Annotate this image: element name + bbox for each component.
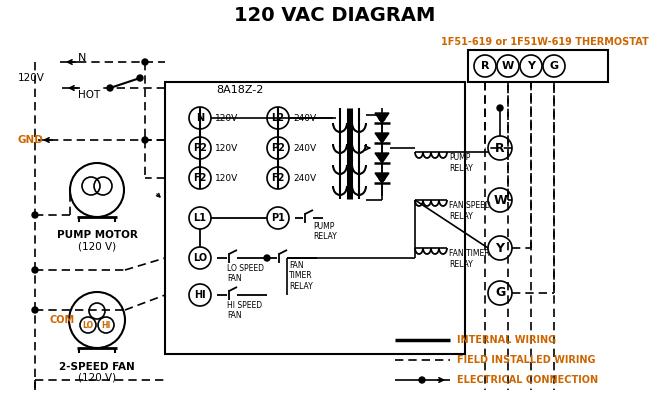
Text: FAN SPEED
RELAY: FAN SPEED RELAY xyxy=(449,201,490,221)
Text: (120 V): (120 V) xyxy=(78,241,116,251)
Text: 8A18Z-2: 8A18Z-2 xyxy=(216,85,264,95)
Text: 1F51-619 or 1F51W-619 THERMOSTAT: 1F51-619 or 1F51W-619 THERMOSTAT xyxy=(441,37,649,47)
Circle shape xyxy=(142,59,148,65)
Text: PUMP MOTOR: PUMP MOTOR xyxy=(56,230,137,240)
Text: LO: LO xyxy=(82,321,94,329)
Circle shape xyxy=(264,255,270,261)
Text: 240V: 240V xyxy=(293,173,316,183)
Text: FAN TIMER
RELAY: FAN TIMER RELAY xyxy=(449,249,490,269)
Text: FAN
TIMER
RELAY: FAN TIMER RELAY xyxy=(289,261,313,291)
Circle shape xyxy=(142,137,148,143)
Text: Y: Y xyxy=(527,61,535,71)
Text: HI SPEED
FAN: HI SPEED FAN xyxy=(227,301,262,321)
Text: W: W xyxy=(493,194,507,207)
Circle shape xyxy=(32,307,38,313)
Text: HOT: HOT xyxy=(78,90,100,100)
Text: HI: HI xyxy=(194,290,206,300)
Text: HI: HI xyxy=(101,321,111,329)
Text: G: G xyxy=(549,61,559,71)
Text: 120V: 120V xyxy=(215,114,239,122)
Text: P1: P1 xyxy=(271,213,285,223)
Circle shape xyxy=(419,377,425,383)
Text: F2: F2 xyxy=(271,173,285,183)
Text: 120V: 120V xyxy=(18,73,45,83)
Circle shape xyxy=(379,175,385,181)
Text: N: N xyxy=(78,53,86,63)
Text: PUMP
RELAY: PUMP RELAY xyxy=(449,153,473,173)
Text: (120 V): (120 V) xyxy=(78,373,116,383)
Circle shape xyxy=(137,75,143,81)
Text: R: R xyxy=(495,142,505,155)
Text: G: G xyxy=(495,287,505,300)
Polygon shape xyxy=(375,173,389,183)
Polygon shape xyxy=(375,153,389,163)
Text: PUMP
RELAY: PUMP RELAY xyxy=(313,222,337,241)
Text: LO SPEED
FAN: LO SPEED FAN xyxy=(227,264,264,283)
Circle shape xyxy=(107,85,113,91)
Text: LO: LO xyxy=(193,253,207,263)
Text: Y: Y xyxy=(496,241,505,254)
Circle shape xyxy=(32,267,38,273)
Text: N: N xyxy=(196,113,204,123)
Bar xyxy=(165,82,465,354)
Polygon shape xyxy=(375,133,389,143)
Circle shape xyxy=(497,105,503,111)
Text: P2: P2 xyxy=(193,143,207,153)
Text: 240V: 240V xyxy=(293,143,316,153)
Text: W: W xyxy=(502,61,514,71)
Circle shape xyxy=(32,212,38,218)
Text: GND: GND xyxy=(18,135,44,145)
Bar xyxy=(468,50,608,82)
Text: 240V: 240V xyxy=(293,114,316,122)
Text: FIELD INSTALLED WIRING: FIELD INSTALLED WIRING xyxy=(457,355,596,365)
Text: F2: F2 xyxy=(194,173,206,183)
Text: 120 VAC DIAGRAM: 120 VAC DIAGRAM xyxy=(234,5,436,24)
Polygon shape xyxy=(375,113,389,123)
Text: ELECTRICAL CONNECTION: ELECTRICAL CONNECTION xyxy=(457,375,598,385)
Text: 2-SPEED FAN: 2-SPEED FAN xyxy=(59,362,135,372)
Text: COM: COM xyxy=(50,315,75,325)
Text: L2: L2 xyxy=(271,113,285,123)
Text: R: R xyxy=(481,61,489,71)
Text: 120V: 120V xyxy=(215,143,239,153)
Text: 120V: 120V xyxy=(215,173,239,183)
Text: INTERNAL WIRING: INTERNAL WIRING xyxy=(457,335,556,345)
Text: L1: L1 xyxy=(194,213,206,223)
Text: P2: P2 xyxy=(271,143,285,153)
Circle shape xyxy=(379,115,385,121)
